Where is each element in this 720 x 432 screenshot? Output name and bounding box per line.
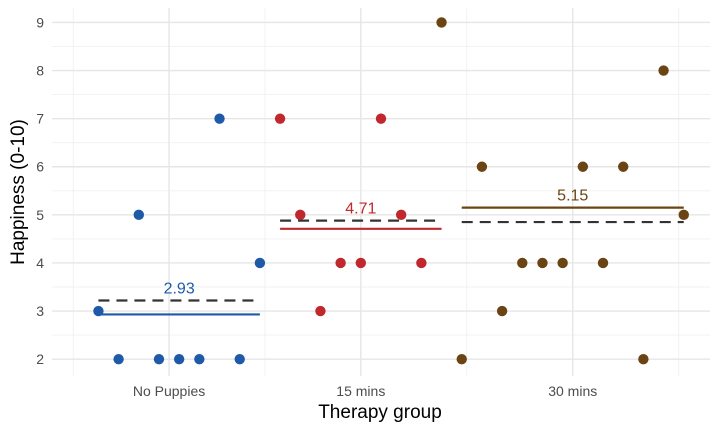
- data-point: [537, 257, 548, 269]
- estimate-label: 4.71: [345, 201, 376, 218]
- data-point: [234, 353, 245, 365]
- x-tick-label: No Puppies: [133, 383, 205, 399]
- y-tick-label: 9: [36, 14, 44, 30]
- data-point: [93, 305, 104, 317]
- data-point: [456, 353, 467, 365]
- model-estimate-lines: [98, 206, 684, 316]
- grid: [52, 8, 710, 376]
- y-tick-label: 4: [36, 255, 44, 271]
- y-tick-label: 5: [36, 207, 44, 223]
- group-mean-lines: [98, 219, 684, 302]
- data-point: [618, 161, 629, 172]
- y-tick-label: 7: [36, 111, 44, 127]
- data-point: [133, 209, 144, 221]
- y-tick-label: 6: [36, 159, 44, 175]
- data-point: [254, 257, 266, 269]
- data-point: [557, 257, 568, 269]
- estimate-label: 2.93: [164, 280, 195, 297]
- estimate-label: 5.15: [557, 188, 588, 205]
- data-point: [658, 65, 669, 76]
- data-point: [113, 353, 124, 365]
- y-tick-label: 2: [36, 351, 44, 367]
- estimate-labels: 2.93 4.71 5.15: [164, 188, 589, 298]
- data-point: [416, 257, 427, 269]
- data-point: [375, 113, 387, 124]
- y-axis-title: Happiness (0-10): [8, 119, 29, 265]
- data-point: [214, 113, 225, 124]
- x-axis-ticks: No Puppies 15 mins 30 mins: [133, 383, 597, 399]
- data-point: [335, 257, 346, 269]
- data-point: [395, 209, 407, 221]
- data-point: [638, 353, 649, 365]
- data-point: [577, 161, 589, 172]
- data-point: [194, 353, 205, 365]
- y-tick-label: 8: [36, 63, 44, 79]
- y-tick-label: 3: [36, 303, 44, 319]
- data-point: [496, 305, 508, 317]
- data-point: [274, 113, 286, 124]
- y-axis-ticks: 2 3 4 5 6 7 8 9: [36, 14, 44, 367]
- data-point: [436, 17, 447, 28]
- data-point: [295, 209, 306, 221]
- x-tick-label: 15 mins: [336, 383, 385, 399]
- data-point: [173, 353, 185, 365]
- x-axis-title: Therapy group: [318, 402, 442, 423]
- data-point: [517, 257, 528, 269]
- data-point: [597, 257, 609, 269]
- data-point: [153, 353, 165, 365]
- data-point: [476, 161, 488, 172]
- data-point: [355, 257, 367, 269]
- x-tick-label: 30 mins: [548, 383, 597, 399]
- data-point: [678, 209, 689, 221]
- data-points: [93, 17, 689, 365]
- data-point: [315, 305, 326, 317]
